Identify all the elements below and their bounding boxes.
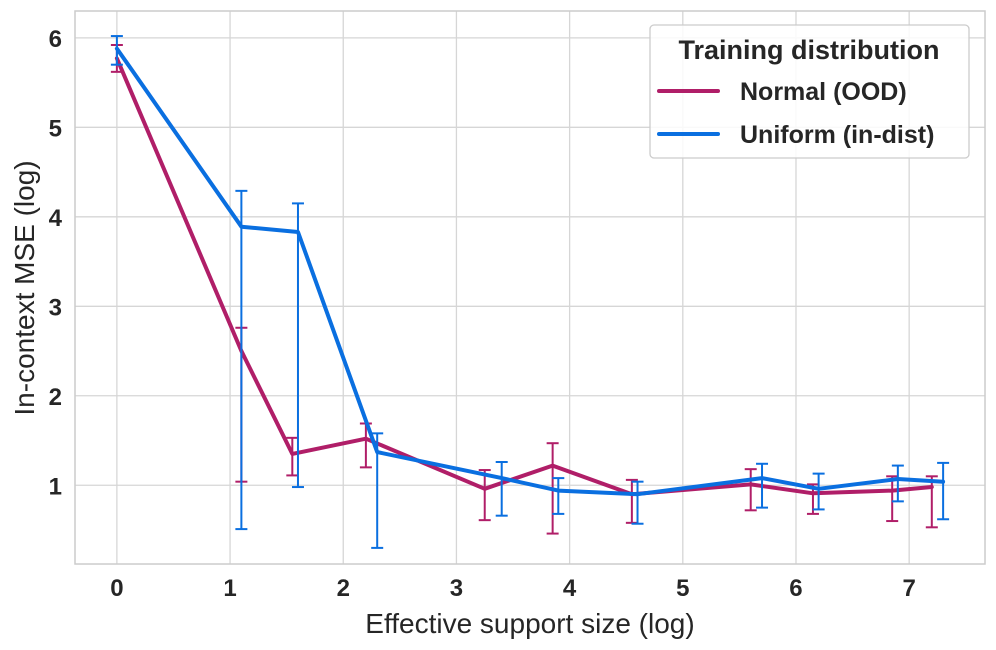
y-tick-label: 6 [49,26,62,53]
legend-title: Training distribution [679,35,940,65]
y-ticks: 1 2 3 4 5 6 [49,26,63,500]
legend-label-uniform: Uniform (in-dist) [740,121,934,149]
x-tick-label: 1 [223,575,236,602]
y-tick-label: 4 [49,205,63,232]
legend-frame [649,24,970,159]
plot-frame [74,10,986,565]
y-tick-label: 5 [49,115,62,142]
x-tick-label: 0 [110,575,123,602]
x-axis-label: Effective support size (log) [365,608,694,639]
series [110,35,950,549]
x-tick-label: 5 [676,575,689,602]
series-uniform [110,35,950,549]
y-tick-label: 2 [49,384,62,411]
y-tick-label: 3 [49,294,62,321]
x-tick-label: 4 [563,575,577,602]
legend-label-normal: Normal (OOD) [740,78,907,106]
series-normal [110,44,938,535]
x-ticks: 0 1 2 3 4 5 6 7 [110,575,916,602]
x-tick-label: 6 [789,575,802,602]
x-tick-label: 3 [450,575,463,602]
x-tick-label: 7 [902,575,915,602]
y-tick-label: 1 [49,473,62,500]
y-axis-label: In-context MSE (log) [9,160,40,415]
legend: Training distribution Normal (OOD) Unifo… [649,24,970,159]
x-tick-label: 2 [337,575,350,602]
